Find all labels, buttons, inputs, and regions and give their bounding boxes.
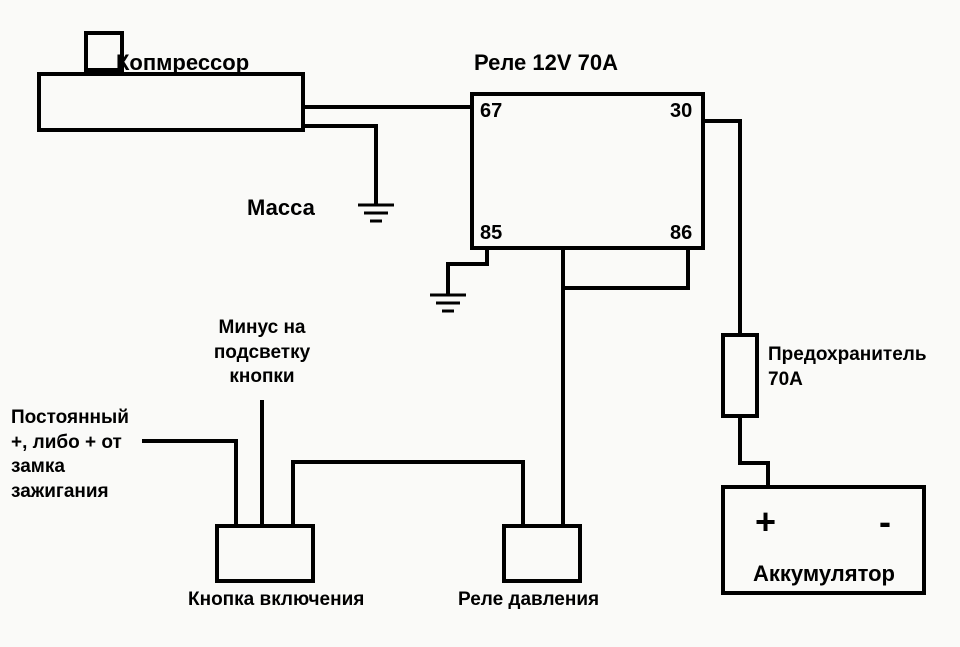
relay-pin-86: 86 [670,222,692,245]
ground-symbol-1 [358,205,394,221]
fuse-label: Предохранитель 70А [768,343,927,392]
compressor-body [37,72,305,132]
wire-relay86-branch [563,250,688,288]
ground-symbol-2 [430,295,466,311]
fuse-box [721,333,759,418]
pressure-relay-label: Реле давления [458,589,599,611]
wire-constant-plus-to-button [142,441,236,524]
battery-label: Аккумулятор [753,561,895,587]
button-light-minus-label: Минус на подсветку кнопки [192,316,332,390]
power-button-box [215,524,315,583]
wire-relay85-to-ground [448,250,487,295]
wire-relay30-to-fuse [705,121,740,333]
wire-fuse-to-battery-plus [740,418,768,485]
compressor-label: Копмрессор [116,50,249,76]
wire-pressure-to-button [293,462,523,524]
wire-compressor-bottom-to-ground [305,126,376,205]
constant-plus-label: Постоянный +, либо + от замка зажигания [11,406,129,505]
relay-label: Реле 12V 70А [474,50,618,76]
battery-plus: + [755,501,776,543]
ground-label: Масса [247,195,315,221]
relay-pin-30: 30 [670,100,692,123]
battery-minus: - [879,501,891,543]
relay-pin-85: 85 [480,222,502,245]
pressure-relay-box [502,524,582,583]
battery-box: + - Аккумулятор [721,485,926,595]
relay-pin-67: 67 [480,100,502,123]
power-button-label: Кнопка включения [188,589,364,611]
